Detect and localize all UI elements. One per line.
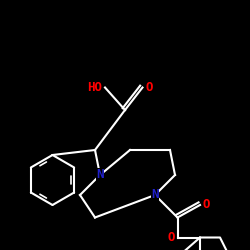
Text: N: N (151, 188, 159, 202)
Text: O: O (145, 81, 152, 94)
Text: O: O (168, 231, 175, 244)
Text: HO: HO (88, 81, 102, 94)
Text: O: O (202, 198, 210, 211)
Text: N: N (96, 168, 104, 181)
